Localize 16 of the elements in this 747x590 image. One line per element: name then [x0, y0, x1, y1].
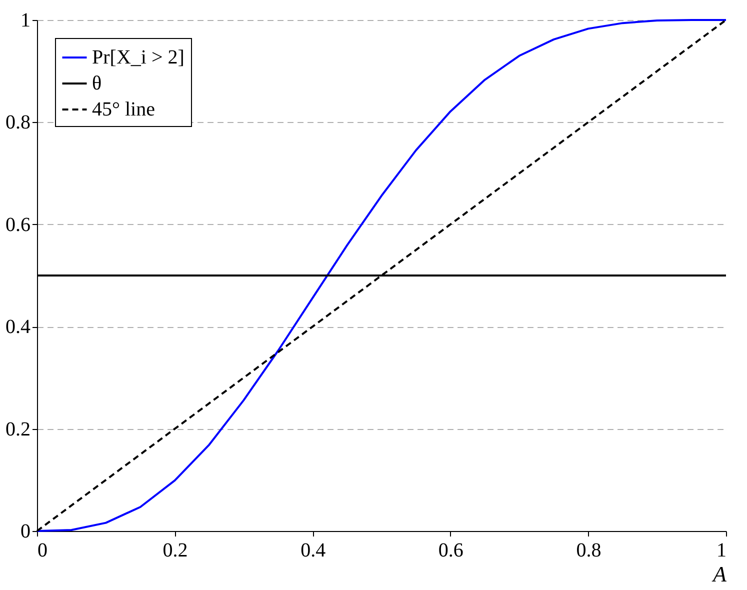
- legend-label: θ: [92, 72, 102, 94]
- x-tick-label: 0.4: [300, 540, 326, 562]
- y-tick-label: 1: [20, 10, 30, 32]
- y-tick-label: 0.6: [6, 214, 30, 236]
- x-tick-label: 0.6: [438, 540, 464, 562]
- y-tick-label: 0.2: [6, 418, 30, 440]
- x-tick-label: 1: [716, 540, 726, 562]
- x-tick-label: 0: [38, 540, 48, 562]
- y-tick-label: 0: [20, 520, 30, 542]
- legend-label: Pr[X_i > 2]: [92, 46, 184, 68]
- legend-label: 45° line: [92, 98, 156, 120]
- x-axis-title: A: [711, 562, 728, 586]
- x-tick-label: 0.8: [576, 540, 602, 562]
- y-tick-label: 0.4: [6, 316, 30, 338]
- x-tick-label: 0.2: [162, 540, 188, 562]
- y-tick-label: 0.8: [6, 112, 30, 134]
